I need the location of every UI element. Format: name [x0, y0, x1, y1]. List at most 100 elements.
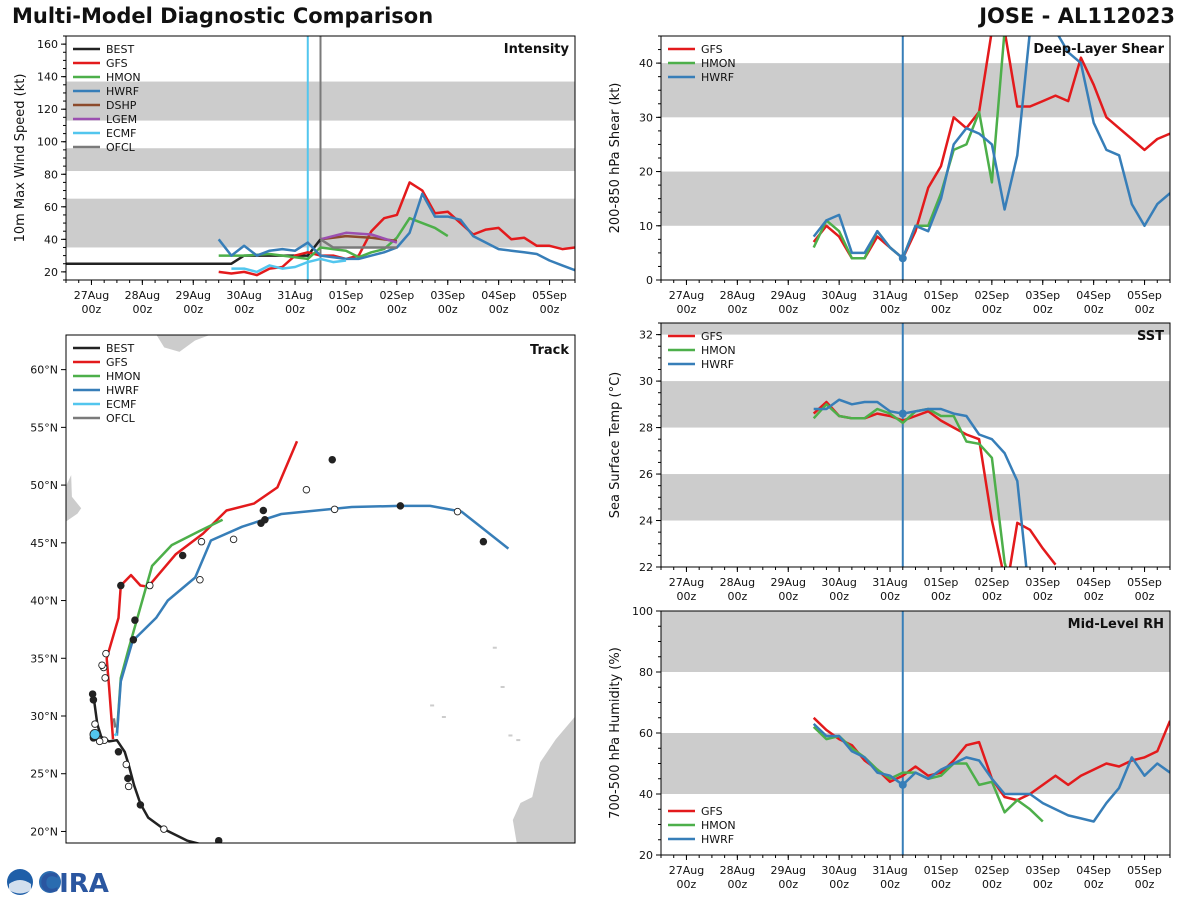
- x-tick-label: 00z: [931, 878, 951, 891]
- x-tick-label: 27Aug: [74, 289, 109, 302]
- y-tick-label: 22: [639, 561, 653, 574]
- x-tick-label: 00z: [1084, 303, 1104, 316]
- track-marker: [302, 485, 311, 494]
- legend-label: GFS: [701, 330, 723, 343]
- x-tick-label: 00z: [829, 590, 849, 603]
- track-marker: [160, 825, 168, 833]
- x-tick-label: 03Sep: [1025, 864, 1060, 877]
- x-tick-label: 27Aug: [669, 576, 704, 589]
- y-tick-label: 20: [639, 166, 653, 179]
- x-tick-label: 00z: [540, 303, 560, 316]
- x-tick-label: 29Aug: [771, 576, 806, 589]
- y-tick-label: 60: [639, 727, 653, 740]
- track-line-best: [92, 693, 202, 843]
- lat-tick-label: 35°N: [30, 652, 58, 665]
- y-tick-label: 140: [37, 71, 58, 84]
- legend-label: OFCL: [106, 141, 136, 154]
- x-tick-label: 05Sep: [1127, 576, 1162, 589]
- y-tick-label: 10: [639, 220, 653, 233]
- y-tick-label: 32: [639, 329, 653, 342]
- track-marker: [196, 576, 204, 584]
- x-tick-label: 00z: [438, 303, 458, 316]
- lat-tick-label: 50°N: [30, 479, 58, 492]
- series-line-hwrf: [812, 722, 1170, 823]
- panel-shear: 01020304027Aug00z28Aug00z29Aug00z30Aug00…: [608, 35, 1171, 316]
- x-tick-label: 00z: [778, 590, 798, 603]
- track-marker: [122, 760, 131, 769]
- x-tick-label: 00z: [132, 303, 152, 316]
- y-tick-label: 120: [37, 103, 58, 116]
- track-marker: [136, 801, 145, 809]
- lat-tick-label: 40°N: [30, 595, 58, 608]
- panel-intensity: 2040608010012014016027Aug00z28Aug00z29Au…: [13, 35, 576, 316]
- x-tick-label: 00z: [234, 303, 254, 316]
- x-tick-label: 31Aug: [872, 289, 907, 302]
- x-tick-label: 00z: [336, 303, 356, 316]
- x-tick-label: 00z: [829, 878, 849, 891]
- legend-label: GFS: [106, 57, 128, 70]
- x-tick-label: 00z: [677, 878, 697, 891]
- lat-tick-label: 30°N: [30, 710, 58, 723]
- land-mass: [66, 473, 83, 523]
- legend-label: LGEM: [106, 113, 137, 126]
- panel-sst: 22242628303227Aug00z28Aug00z29Aug00z30Au…: [608, 322, 1171, 603]
- legend-label: HWRF: [106, 85, 139, 98]
- shaded-band: [661, 63, 1170, 118]
- x-tick-label: 27Aug: [669, 864, 704, 877]
- track-marker: [453, 507, 462, 516]
- legend-label: ECMF: [106, 398, 136, 411]
- lat-tick-label: 60°N: [30, 364, 58, 377]
- panel-title: Track: [530, 343, 569, 358]
- y-tick-label: 28: [639, 422, 653, 435]
- plot-area: [661, 323, 1170, 567]
- x-tick-label: 00z: [82, 303, 102, 316]
- x-tick-label: 00z: [1084, 590, 1104, 603]
- current-point-marker: [898, 409, 907, 418]
- x-tick-label: 00z: [1135, 590, 1155, 603]
- x-tick-label: 05Sep: [1127, 864, 1162, 877]
- x-tick-label: 00z: [778, 878, 798, 891]
- x-tick-label: 03Sep: [430, 289, 465, 302]
- track-line-gfs: [105, 440, 299, 740]
- x-tick-label: 31Aug: [277, 289, 312, 302]
- legend-label: HWRF: [701, 358, 734, 371]
- axes-frame: [660, 322, 1171, 568]
- panel-title: SST: [1137, 329, 1164, 344]
- shaded-band: [661, 381, 1170, 428]
- track-marker: [101, 674, 109, 682]
- land-mass: [511, 715, 575, 843]
- track-line-ofcl: [112, 718, 117, 728]
- y-tick-label: 30: [639, 111, 653, 124]
- x-tick-label: 02Sep: [379, 289, 414, 302]
- current-point-marker: [898, 780, 907, 789]
- x-tick-label: 00z: [931, 303, 951, 316]
- x-tick-label: 31Aug: [872, 864, 907, 877]
- panel-title: Deep-Layer Shear: [1033, 42, 1164, 57]
- track-marker: [129, 636, 138, 644]
- current-point-marker: [898, 254, 907, 263]
- map-area: [66, 335, 575, 843]
- island: [430, 704, 435, 707]
- cira-logo: CIRA: [7, 869, 109, 898]
- y-tick-label: 30: [639, 375, 653, 388]
- track-marker: [214, 836, 223, 843]
- x-tick-label: 00z: [677, 303, 697, 316]
- x-tick-label: 05Sep: [1127, 289, 1162, 302]
- y-tick-label: 60: [44, 201, 58, 214]
- track-marker: [89, 729, 101, 740]
- y-tick-label: 100: [632, 605, 653, 618]
- x-tick-label: 31Aug: [872, 576, 907, 589]
- x-tick-label: 00z: [727, 303, 747, 316]
- legend-label: BEST: [106, 43, 134, 56]
- plot-area: [661, 611, 1170, 855]
- plot-area: [661, 36, 1170, 280]
- island: [508, 734, 513, 737]
- x-tick-label: 00z: [880, 878, 900, 891]
- x-tick-label: 27Aug: [669, 289, 704, 302]
- y-tick-label: 160: [37, 38, 58, 51]
- series-line-lgem: [320, 231, 398, 244]
- legend-label: BEST: [106, 342, 134, 355]
- track-marker: [396, 502, 405, 510]
- track-marker: [178, 551, 187, 560]
